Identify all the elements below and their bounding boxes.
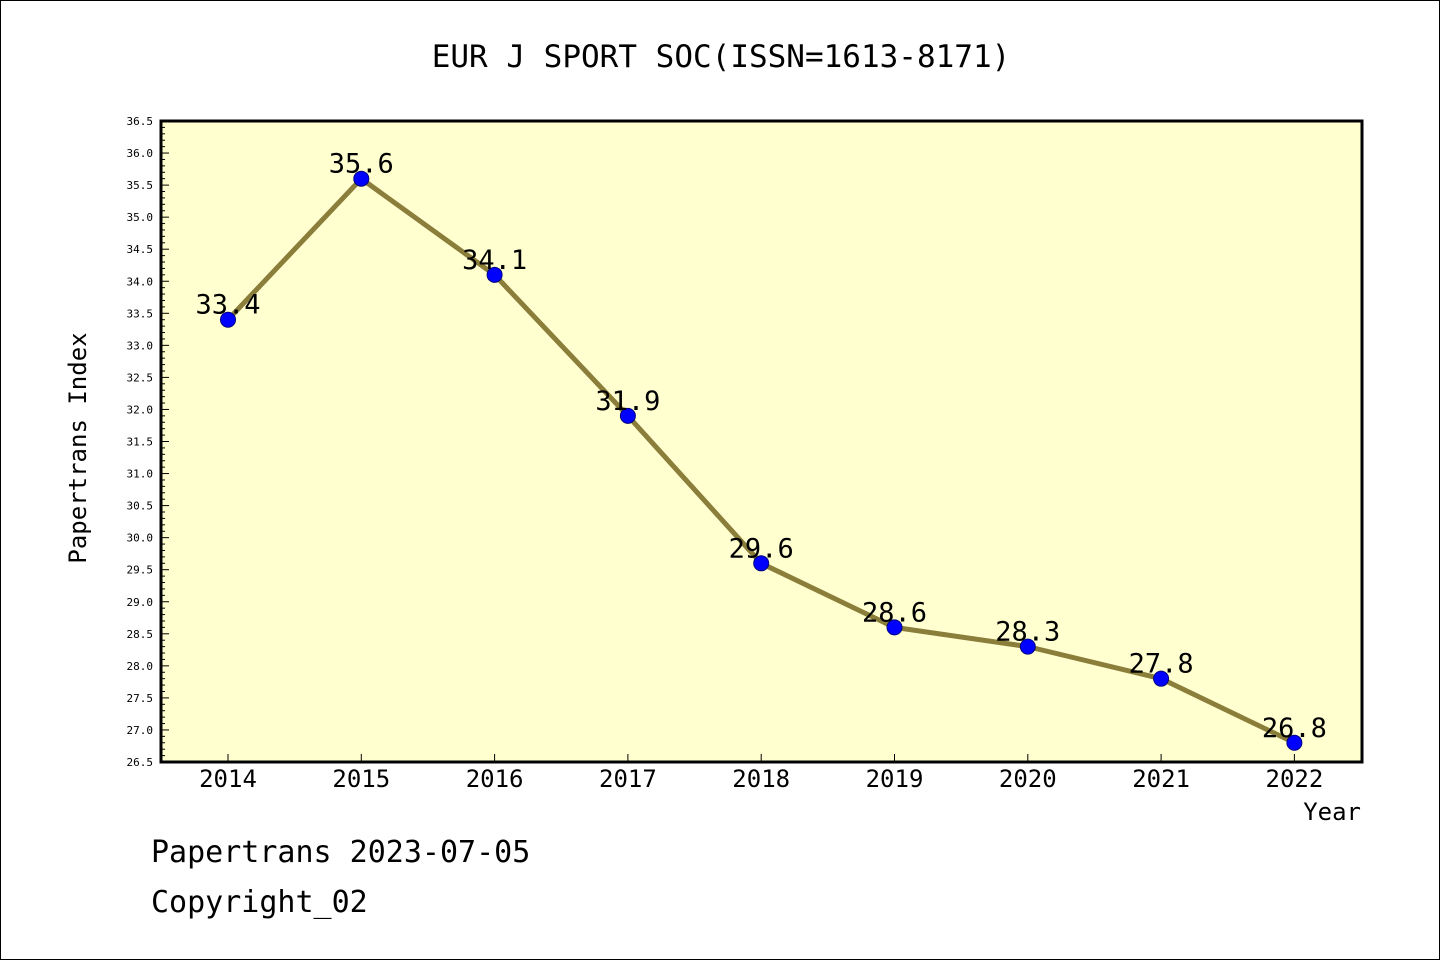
data-point	[753, 555, 770, 572]
data-label: 34.1	[462, 245, 527, 276]
y-tick-label: 30.0	[127, 532, 154, 545]
data-point	[486, 266, 503, 283]
data-label: 28.3	[995, 617, 1060, 648]
x-tick-label: 2014	[199, 765, 257, 793]
footer-copyright: Copyright_02	[151, 885, 368, 920]
data-point	[220, 311, 236, 328]
y-tick-label: 27.5	[127, 692, 154, 705]
y-tick-label: 32.5	[127, 371, 154, 384]
plot-area	[159, 119, 1364, 764]
data-label: 35.6	[329, 149, 394, 180]
y-tick-label: 29.5	[127, 564, 154, 577]
y-tick-label: 35.0	[127, 211, 154, 224]
y-tick-label: 34.5	[127, 243, 154, 256]
y-tick-label: 33.5	[127, 307, 154, 320]
x-tick-label: 2015	[332, 765, 390, 793]
y-tick-label: 30.5	[127, 500, 154, 513]
x-axis: 2014 2015 2016 2017 2018 2019 2020 2021 2022	[199, 754, 1323, 793]
x-axis-label: Year	[1303, 798, 1361, 826]
y-tick-label: 28.5	[127, 628, 154, 641]
y-tick-label: 26.5	[127, 756, 154, 769]
data-point	[1153, 670, 1170, 687]
data-label: 33.4	[195, 290, 260, 321]
data-point	[619, 407, 636, 424]
series-group: 33.4 35.6 34.1 31.9 29.6 28.6 28.3 27.8 26.8	[195, 149, 1327, 751]
data-label: 26.8	[1262, 713, 1327, 744]
y-tick-label: 35.5	[127, 179, 154, 192]
data-point	[353, 170, 370, 187]
data-point	[1286, 734, 1303, 751]
y-tick-label: 36.0	[127, 147, 154, 160]
y-tick-label: 27.0	[127, 724, 154, 737]
data-point	[1019, 638, 1036, 655]
x-tick-label: 2021	[1132, 765, 1190, 793]
footer-date: Papertrans 2023-07-05	[151, 835, 531, 870]
x-tick-label: 2016	[466, 765, 524, 793]
x-tick-label: 2022	[1266, 765, 1324, 793]
y-tick-label: 29.0	[127, 596, 154, 609]
x-tick-label: 2020	[999, 765, 1057, 793]
x-tick-label: 2019	[866, 765, 924, 793]
data-label: 31.9	[595, 386, 660, 417]
y-axis: 26.5 27.0 27.5 28.0 28.5 29.0 29.5 30.0 30.5 31.0…	[127, 115, 169, 769]
y-tick-label: 31.0	[127, 468, 154, 481]
y-tick-label: 31.5	[127, 436, 154, 449]
data-point	[886, 619, 903, 636]
chart-title: EUR J SPORT SOC(ISSN=1613-8171)	[432, 39, 1011, 75]
y-axis-label: Papertrans Index	[64, 332, 92, 563]
y-tick-label: 33.0	[127, 339, 154, 352]
x-tick-label: 2018	[732, 765, 790, 793]
data-label: 29.6	[729, 533, 794, 564]
y-tick-label: 36.5	[127, 115, 154, 128]
data-label: 28.6	[862, 597, 927, 628]
data-label: 27.8	[1129, 649, 1194, 680]
y-tick-label: 28.0	[127, 660, 154, 673]
y-tick-label: 34.0	[127, 275, 154, 288]
x-tick-label: 2017	[599, 765, 657, 793]
y-tick-label: 32.0	[127, 403, 154, 416]
